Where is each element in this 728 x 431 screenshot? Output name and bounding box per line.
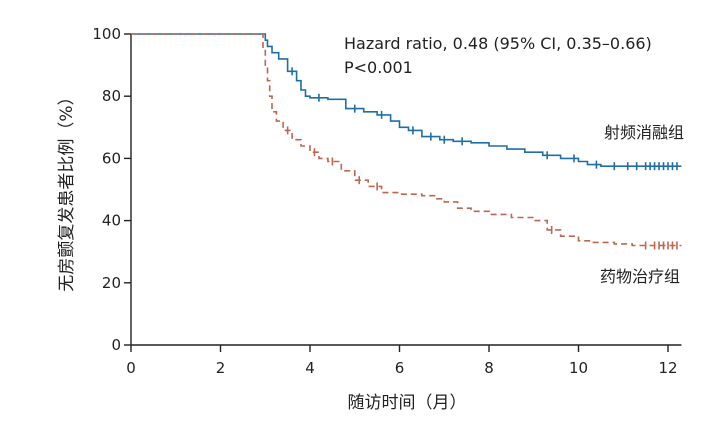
p-value-annotation: P<0.001 bbox=[344, 58, 413, 77]
series-line-1 bbox=[131, 33, 682, 247]
x-tick-label: 2 bbox=[216, 359, 226, 377]
x-tick-label: 8 bbox=[484, 359, 494, 377]
x-tick-label: 4 bbox=[305, 359, 315, 377]
axes-layer: 0 20 40 60 80 100 0 2 4 6 8 10 12 bbox=[92, 25, 682, 377]
x-axis-title: 随访时间（月） bbox=[348, 393, 467, 413]
series-layer bbox=[131, 33, 682, 250]
y-tick-label: 80 bbox=[102, 87, 121, 105]
y-tick-label: 20 bbox=[102, 274, 121, 292]
series-label-ablation: 射频消融组 bbox=[604, 123, 684, 142]
x-tick-label: 12 bbox=[658, 359, 677, 377]
y-tick-label: 0 bbox=[111, 336, 121, 354]
x-tick-label: 6 bbox=[395, 359, 405, 377]
y-axis-title: 无房颤复发患者比例（%） bbox=[57, 88, 77, 291]
y-tick-label: 60 bbox=[102, 149, 121, 167]
y-tick-label: 100 bbox=[92, 25, 121, 43]
x-tick-label: 0 bbox=[126, 359, 136, 377]
x-tick-label: 10 bbox=[569, 359, 588, 377]
series-label-drug: 药物治疗组 bbox=[600, 267, 680, 286]
series-line-0 bbox=[131, 33, 682, 167]
y-tick-label: 40 bbox=[102, 212, 121, 230]
hazard-ratio-annotation: Hazard ratio, 0.48 (95% CI, 0.35–0.66) bbox=[344, 34, 652, 53]
